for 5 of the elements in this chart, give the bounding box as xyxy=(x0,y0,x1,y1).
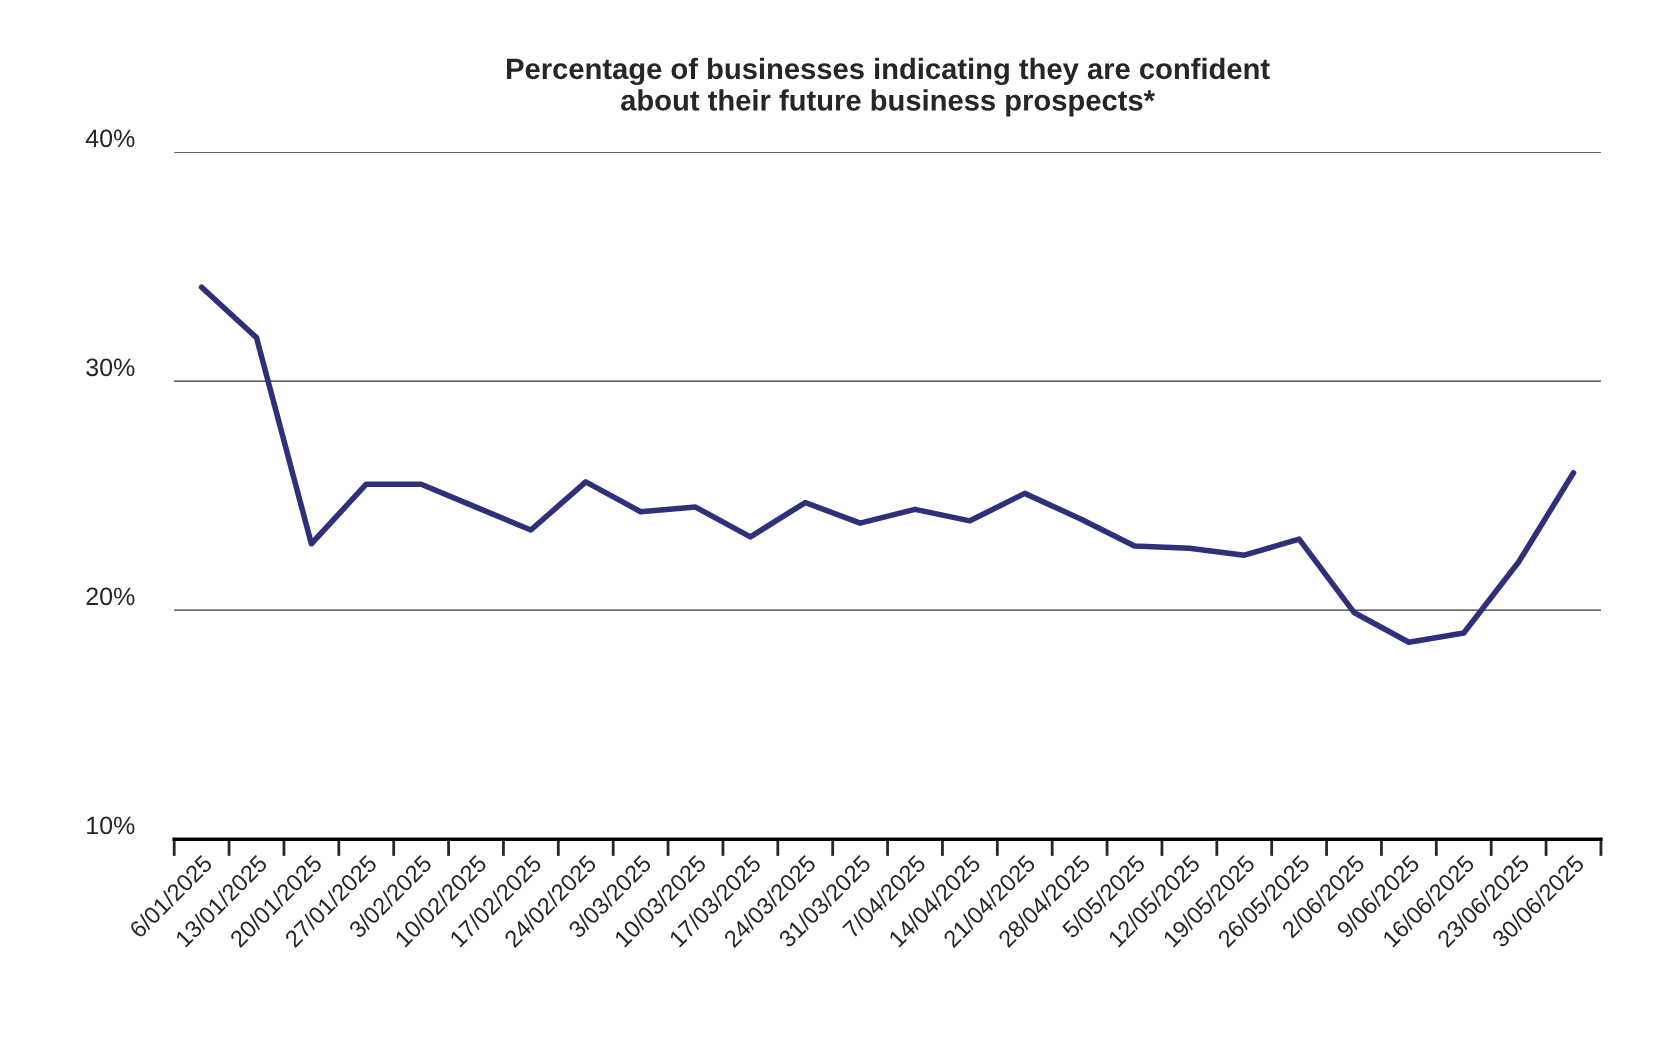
y-tick-label: 30% xyxy=(86,358,135,377)
chart-title: Percentage of businesses indicating they are confident about their future business prospects* xyxy=(507,57,1270,117)
y-tick-label: 10% xyxy=(87,816,135,835)
y-tick-label: 20% xyxy=(86,587,135,606)
y-tick-label: 40% xyxy=(85,129,135,148)
